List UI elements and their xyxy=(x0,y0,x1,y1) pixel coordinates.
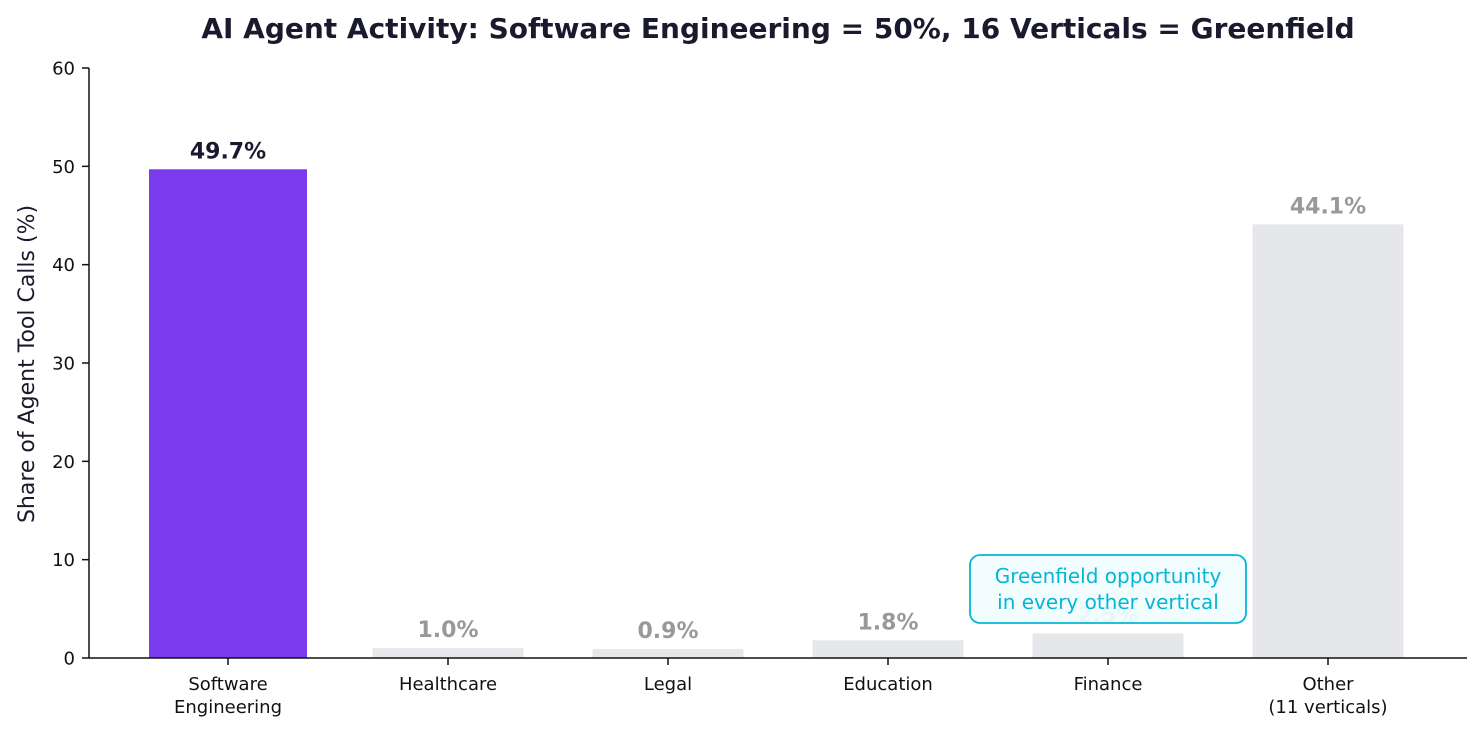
bar xyxy=(592,649,744,658)
bar-value-label: 0.9% xyxy=(637,619,698,644)
y-tick-label: 20 xyxy=(52,452,75,473)
bars xyxy=(149,169,1404,659)
bar-value-label: 1.8% xyxy=(857,610,918,635)
y-tick-label: 10 xyxy=(52,550,75,571)
bar xyxy=(149,169,307,659)
annotation-text: Greenfield opportunity xyxy=(995,564,1222,588)
annotation-text: in every other vertical xyxy=(997,590,1219,614)
bar xyxy=(1032,633,1184,658)
x-tick-label: Other xyxy=(1302,674,1354,695)
bar-value-label: 44.1% xyxy=(1290,194,1366,219)
bar-value-label: 1.0% xyxy=(417,618,478,643)
y-tick-label: 30 xyxy=(52,354,75,375)
x-tick-label: Healthcare xyxy=(399,674,497,695)
y-tick-label: 0 xyxy=(64,649,75,670)
y-tick-label: 50 xyxy=(52,157,75,178)
x-tick-label: Education xyxy=(843,674,933,695)
x-tick-label: Finance xyxy=(1074,674,1143,695)
x-tick-label: Legal xyxy=(644,674,692,695)
x-tick-label: Software xyxy=(188,674,267,695)
annotation-box xyxy=(969,554,1247,624)
bar xyxy=(1252,224,1404,658)
bar xyxy=(372,648,524,658)
bar-value-label: 49.7% xyxy=(190,139,266,164)
axes xyxy=(88,68,1467,659)
x-tick-label: Engineering xyxy=(174,697,282,718)
y-axis-label: Share of Agent Tool Calls (%) xyxy=(15,205,40,523)
y-axis-ticks: 0 10 20 30 40 50 60 xyxy=(52,59,89,670)
bar xyxy=(812,640,964,658)
x-tick-label: (11 verticals) xyxy=(1268,697,1387,718)
y-tick-label: 40 xyxy=(52,255,75,276)
y-tick-label: 60 xyxy=(52,59,75,80)
chart-title: AI Agent Activity: Software Engineering … xyxy=(201,12,1354,45)
